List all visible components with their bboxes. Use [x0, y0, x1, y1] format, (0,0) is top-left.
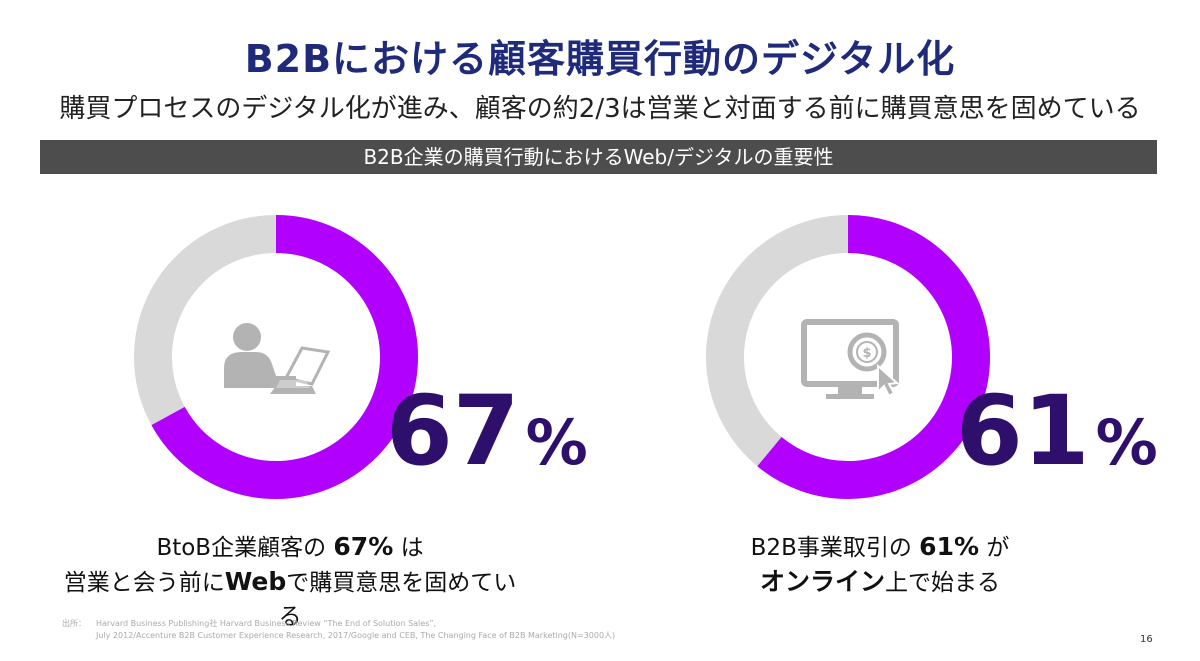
footnote-line-2: July 2012/Accenture B2B Customer Experie… — [96, 631, 616, 640]
caption-1: BtoB企業顧客の 67% は 営業と会う前にWebで購買意思を固めている — [60, 530, 520, 634]
page-number: 16 — [1140, 634, 1153, 645]
caption-2-emphasis-online: オンライン — [759, 567, 885, 596]
donut-2-highlight — [706, 215, 990, 499]
caption-2: B2B事業取引の 61% が オンライン上で始まる — [670, 530, 1090, 600]
percent-sign-1: % — [526, 406, 588, 479]
section-band: B2B企業の購買行動におけるWeb/デジタルの重要性 — [40, 140, 1157, 174]
caption-1-emphasis-web: Web — [224, 567, 287, 596]
slide-title: B2Bにおける顧客購買行動のデジタル化 — [244, 37, 956, 81]
footnote-label: 出所： — [62, 619, 86, 628]
big-percentage-2: 61% — [956, 375, 1158, 487]
donut-chart-2: $ 61% — [706, 215, 1158, 499]
slide-subtitle: 購買プロセスのデジタル化が進み、顧客の約2/3は営業と対面する前に購買意思を固め… — [59, 94, 1141, 124]
caption-1-emphasis-percent: 67% — [333, 532, 394, 561]
donut-chart-1: 67% — [134, 215, 588, 499]
donut-1-highlight — [134, 215, 418, 499]
source-footnote: 出所： Harvard Business Publishing社 Harvard … — [62, 618, 615, 642]
monitor-dollar-cursor-icon: $ — [801, 319, 900, 399]
big-number-1: 67 — [386, 375, 520, 487]
big-number-2: 61 — [956, 375, 1090, 487]
caption-1-line-1: BtoB企業顧客の 67% は — [156, 532, 424, 561]
svg-text:$: $ — [862, 346, 871, 361]
caption-2-line-2: オンライン上で始まる — [759, 567, 1000, 596]
big-percentage-1: 67% — [386, 375, 588, 487]
caption-1-line-2: 営業と会う前にWebで購買意思を固めている — [63, 567, 517, 630]
person-laptop-icon — [224, 323, 331, 394]
percent-sign-2: % — [1096, 406, 1158, 479]
caption-2-emphasis-percent: 61% — [919, 532, 980, 561]
caption-2-line-1: B2B事業取引の 61% が — [750, 532, 1010, 561]
footnote-line-1: Harvard Business Publishing社 Harvard Bus… — [96, 619, 437, 628]
